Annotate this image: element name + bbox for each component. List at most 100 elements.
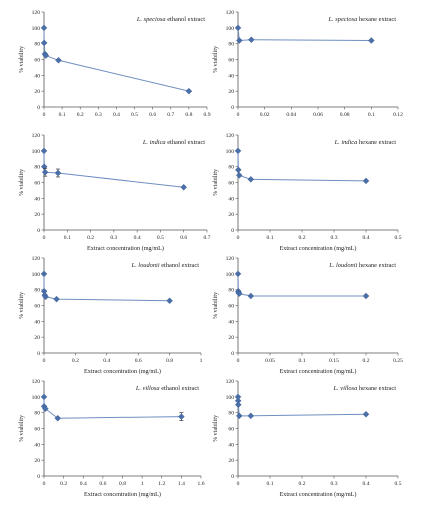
y-tick-label: 0 [231,228,234,234]
y-tick-label: 40 [228,442,234,448]
y-tick-label: 60 [34,427,40,433]
y-tick-label: 60 [228,181,234,187]
panel-title: L. indica ethanol extract [142,139,205,146]
panel-title-species: L. villosa [333,385,358,392]
panel-title-extract: hexane extract [357,262,396,269]
x-tick-label: 0.4 [103,358,110,364]
x-axis-label: Extract concentration (mg/mL) [87,245,164,252]
x-axis-label: Extract concentration (mg/mL) [84,491,161,498]
y-tick-label: 60 [228,427,234,433]
y-tick-label: 80 [34,411,40,417]
x-tick-label: 0 [43,481,46,487]
x-tick-label: 0.7 [204,235,211,241]
y-tick-label: 0 [231,105,234,111]
x-tick-label: 1 [200,358,203,364]
y-axis-label: % viability [212,291,219,319]
y-tick-label: 100 [32,149,41,155]
y-tick-label: 20 [228,89,234,95]
data-point-marker [40,39,48,47]
y-axis-label: % viability [212,414,219,442]
panel-title-species: L. indica [142,139,166,146]
data-point-marker [362,292,370,300]
x-tick-label: 0.7 [167,112,174,118]
x-tick-label: 0.4 [134,235,141,241]
y-tick-label: 80 [228,288,234,294]
panel-title-species: L. speciosa [328,16,358,23]
data-point-marker [368,37,375,44]
chart-panel-4: 0 20 40 60 80 100 120 0 0.1 0.2 0.3 0.4 0.5 % viabili… [212,133,402,252]
x-tick-label: 0.8 [119,481,126,487]
x-tick-label: 0.1 [64,235,71,241]
panel-title-extract: ethanol extract [166,139,206,146]
panel-title-species: L. loudonii [131,262,160,269]
x-tick-label: 0.5 [395,481,402,487]
y-tick-label: 100 [32,26,41,32]
x-tick-label: 0.5 [131,112,138,118]
x-tick-label: 0.4 [80,481,87,487]
data-point-marker [236,37,243,44]
y-tick-label: 40 [228,196,234,202]
panel-title-extract: ethanol extract [160,262,200,269]
series-line [237,396,367,417]
data-point-marker [180,183,187,191]
x-tick-label: 0.4 [363,235,370,241]
data-point-marker [42,293,49,301]
y-axis-label: % viability [18,291,25,319]
y-tick-label: 60 [228,58,234,64]
y-tick-label: 120 [226,10,235,16]
y-tick-label: 40 [34,442,40,448]
panel-title-extract: hexane extract [357,16,396,23]
x-tick-label: 0 [237,235,240,241]
y-tick-label: 80 [34,42,40,48]
y-tick-label: 40 [34,319,40,325]
x-tick-label: 0.1 [267,481,274,487]
data-point-marker [54,414,62,422]
x-tick-label: 0 [43,358,46,364]
data-point-marker [166,297,173,305]
chart-panel-5: 0 20 40 60 80 100 120 0 0.2 0.4 0.6 0.8 1 % viability… [18,256,203,375]
x-tick-label: 0 [43,235,46,241]
x-axis-label: Extract concentration (mg/mL) [280,245,357,252]
panel-title-extract: ethanol extract [166,16,206,23]
chart-panel-8: 0 20 40 60 80 100 120 0 0.1 0.2 0.3 0.4 0.5 % viabili… [212,379,402,498]
series-line [237,27,372,42]
data-point-marker [40,147,48,155]
panel-title-species: L. villosa [135,385,160,392]
x-tick-label: 0.6 [99,481,106,487]
y-tick-label: 20 [34,335,40,341]
panel-title: L. villosa hexane extract [333,385,397,392]
panel-title: L. villosa ethanol extract [135,385,199,392]
y-tick-label: 20 [228,335,234,341]
data-point-marker [362,177,370,185]
x-tick-label: 1.6 [198,481,205,487]
panel-title: L. loudonii hexane extract [328,262,396,269]
y-tick-label: 0 [37,474,40,480]
data-point-marker [55,57,62,64]
data-point-marker [40,163,48,170]
y-tick-label: 80 [34,288,40,294]
x-tick-label: 0.1 [59,112,66,118]
x-tick-label: 0.05 [265,358,275,364]
series-line [43,273,170,302]
x-tick-label: 1.4 [178,481,185,487]
panel-title: L. loudonii ethanol extract [131,262,200,269]
series-line [43,396,182,419]
series-line [43,27,190,92]
data-point-marker [247,412,255,420]
x-tick-label: 0.4 [363,481,370,487]
x-tick-label: 0.6 [180,235,187,241]
y-tick-label: 120 [32,133,41,139]
series-line [43,150,184,188]
data-point-marker [235,290,243,297]
data-point-marker [248,36,255,43]
y-axis-label: % viability [18,414,25,442]
y-tick-label: 40 [34,196,40,202]
y-tick-label: 120 [226,133,235,139]
chart-panel-3: 0 20 40 60 80 100 120 0 0.1 0.2 0.3 0.4 0.5 0.6 0.7 % v… [18,133,211,252]
data-point-marker [234,147,242,155]
x-tick-label: 0 [237,481,240,487]
chart-panel-2: 0 20 40 60 80 100 120 0 0.02 0.04 0.06 0.08 0.1 0.12%… [212,10,403,118]
x-tick-label: 0.6 [135,358,142,364]
y-tick-label: 100 [32,272,41,278]
y-tick-label: 40 [34,73,40,79]
